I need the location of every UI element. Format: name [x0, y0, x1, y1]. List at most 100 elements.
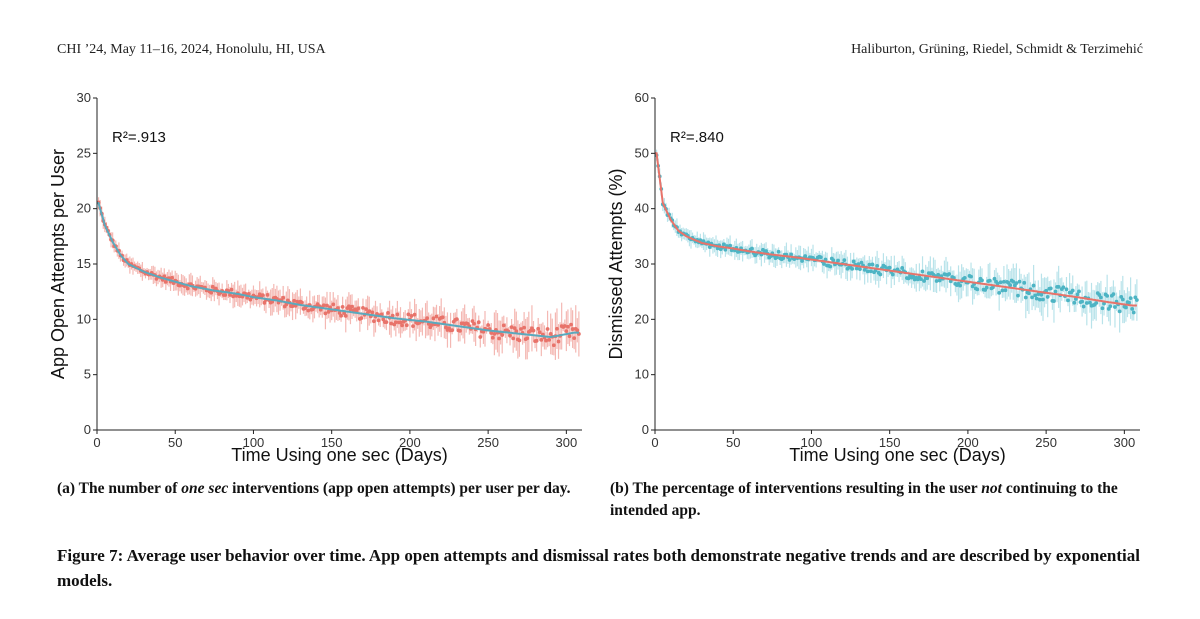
data-point: [836, 258, 840, 263]
data-point: [969, 274, 973, 279]
data-point: [1124, 305, 1128, 310]
data-point: [1016, 293, 1020, 298]
data-point: [1001, 279, 1006, 284]
data-point: [1037, 297, 1042, 302]
data-point: [386, 311, 390, 315]
data-point: [412, 312, 417, 317]
data-point: [1030, 295, 1034, 300]
data-point: [260, 293, 265, 298]
r-squared-annotation: R²=.913: [112, 129, 166, 146]
data-point: [326, 309, 331, 314]
data-point: [339, 313, 343, 318]
data-point: [995, 281, 1000, 286]
data-point: [508, 333, 512, 338]
data-point: [1113, 305, 1117, 309]
y-tick-label: 15: [77, 256, 91, 271]
data-point: [404, 323, 409, 328]
figure-caption: Figure 7: Average user behavior over tim…: [57, 546, 1140, 590]
x-axis-label: Time Using one sec (Days): [231, 445, 447, 465]
subcaption-a-emphasis: one sec: [181, 480, 229, 497]
data-point: [547, 338, 552, 342]
x-tick-label: 50: [168, 435, 182, 450]
data-point: [925, 276, 930, 281]
data-point: [531, 328, 536, 333]
data-point: [300, 300, 304, 305]
data-point: [509, 325, 514, 330]
data-point: [411, 324, 415, 329]
data-point: [750, 246, 754, 251]
data-point: [803, 254, 808, 258]
data-point: [1041, 297, 1045, 302]
data-point: [1070, 288, 1075, 293]
data-point: [920, 269, 925, 274]
data-point: [919, 277, 923, 282]
data-point: [1034, 296, 1039, 301]
data-point: [522, 325, 527, 330]
chart-a-svg: 0 50 100 150 200 250 300 0 5 10 15 20 25 30 Time Using…: [48, 90, 582, 465]
fit-curve: [655, 152, 1137, 307]
data-point: [818, 255, 823, 260]
data-point: [887, 265, 892, 270]
data-point: [1072, 300, 1077, 305]
data-point: [1036, 292, 1041, 297]
x-tick-label: 50: [726, 435, 740, 450]
data-point: [429, 323, 434, 327]
data-point: [364, 307, 368, 312]
subcaption-a-suffix: interventions (app open attempts) per us…: [228, 480, 571, 497]
subcaption-b: (b) The percentage of interventions resu…: [610, 478, 1150, 522]
data-point: [519, 327, 523, 331]
data-point: [346, 304, 351, 309]
data-point: [185, 286, 190, 291]
data-point: [350, 304, 354, 309]
data-point: [776, 249, 781, 254]
x-tick-label: 150: [879, 435, 901, 450]
data-point: [434, 314, 439, 319]
data-point: [356, 306, 361, 311]
data-point: [393, 320, 398, 325]
data-point: [1027, 291, 1031, 296]
subcaption-b-emphasis: not: [981, 480, 1002, 497]
data-point: [210, 284, 215, 289]
data-point: [800, 259, 804, 263]
data-point: [1011, 279, 1016, 284]
data-point: [1017, 279, 1022, 284]
data-point: [292, 298, 297, 303]
data-point: [572, 336, 577, 340]
data-point: [1000, 288, 1005, 293]
data-point: [1008, 283, 1013, 288]
y-tick-label: 50: [635, 145, 649, 160]
subcaption-b-prefix: (b) The percentage of interventions resu…: [610, 480, 982, 497]
data-point: [911, 274, 916, 279]
data-point: [1022, 280, 1027, 285]
data-point: [567, 334, 572, 339]
y-tick-label: 25: [77, 145, 91, 160]
chart-dismissed-attempts: 0 50 100 150 200 250 300 0 10 20 30 40 50 60 Time Usin…: [600, 86, 1160, 466]
data-point: [501, 323, 506, 328]
data-point: [336, 306, 340, 310]
data-point: [723, 247, 728, 252]
data-point: [367, 309, 372, 314]
y-tick-label: 20: [77, 201, 91, 216]
fit-curve: [97, 202, 579, 339]
data-point: [1014, 281, 1019, 286]
data-point: [1031, 283, 1036, 288]
data-point: [409, 314, 414, 318]
data-point: [789, 252, 794, 257]
data-point: [512, 326, 517, 331]
data-point: [564, 329, 569, 334]
data-point: [306, 308, 311, 313]
data-point: [775, 255, 779, 260]
data-point: [323, 311, 328, 316]
data-point: [525, 336, 530, 341]
data-point: [1100, 306, 1105, 311]
error-bars: [655, 149, 1138, 333]
x-tick-label: 200: [399, 435, 421, 450]
y-tick-label: 0: [642, 422, 649, 437]
data-point: [858, 267, 862, 272]
data-point: [1045, 295, 1050, 299]
data-point: [1075, 292, 1080, 297]
data-point: [331, 302, 336, 307]
data-point: [348, 307, 353, 312]
running-header-right: Haliburton, Grüning, Riedel, Schmidt & T…: [851, 42, 1143, 57]
data-point: [1105, 293, 1110, 298]
